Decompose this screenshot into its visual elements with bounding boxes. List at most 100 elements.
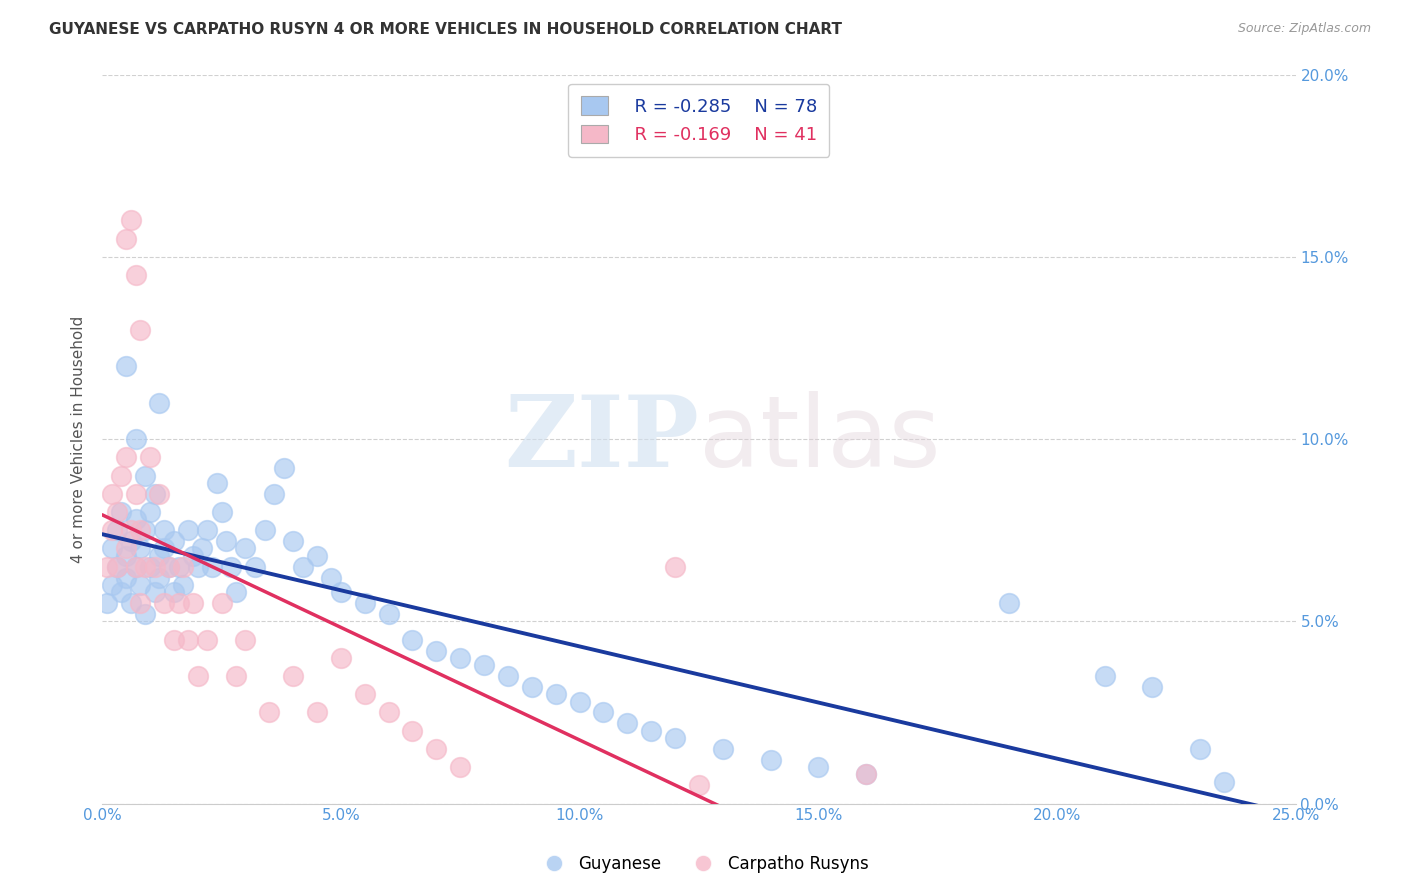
Point [998, 596, 1021, 610]
Point [129, 578, 152, 592]
Point [616, 716, 638, 731]
Point [148, 487, 170, 501]
Point [187, 559, 209, 574]
Point [219, 559, 242, 574]
Point [129, 596, 152, 610]
Point [688, 778, 710, 792]
Point [115, 541, 138, 556]
Point [143, 487, 166, 501]
Point [291, 559, 314, 574]
Point [110, 468, 132, 483]
Point [134, 523, 156, 537]
Point [143, 585, 166, 599]
Point [115, 571, 138, 585]
Point [172, 559, 194, 574]
Point [163, 585, 186, 599]
Point [592, 706, 614, 720]
Point [425, 643, 447, 657]
Point [110, 585, 132, 599]
Point [134, 607, 156, 621]
Point [377, 706, 399, 720]
Point [124, 268, 146, 282]
Point [100, 523, 122, 537]
Point [139, 505, 162, 519]
Point [305, 549, 328, 563]
Point [449, 760, 471, 774]
Y-axis label: 4 or more Vehicles in Household: 4 or more Vehicles in Household [72, 316, 86, 563]
Point [181, 549, 204, 563]
Point [321, 571, 343, 585]
Point [148, 549, 170, 563]
Point [520, 680, 543, 694]
Point [124, 432, 146, 446]
Point [664, 559, 686, 574]
Point [129, 541, 152, 556]
Point [100, 487, 122, 501]
Point [163, 534, 186, 549]
Point [544, 687, 567, 701]
Point [157, 559, 180, 574]
Point [129, 323, 152, 337]
Text: GUYANESE VS CARPATHO RUSYN 4 OR MORE VEHICLES IN HOUSEHOLD CORRELATION CHART: GUYANESE VS CARPATHO RUSYN 4 OR MORE VEH… [49, 22, 842, 37]
Point [253, 523, 276, 537]
Point [105, 523, 128, 537]
Point [148, 395, 170, 409]
Point [96, 559, 118, 574]
Point [259, 706, 281, 720]
Point [855, 767, 877, 781]
Point [1213, 774, 1236, 789]
Point [243, 559, 266, 574]
Point [115, 231, 138, 245]
Point [115, 359, 138, 373]
Point [115, 549, 138, 563]
Point [568, 694, 591, 708]
Point [640, 723, 662, 738]
Point [201, 559, 224, 574]
Point [120, 213, 142, 227]
Point [425, 742, 447, 756]
Legend: Guyanese, Carpatho Rusyns: Guyanese, Carpatho Rusyns [530, 848, 876, 880]
Point [167, 559, 190, 574]
Point [1094, 669, 1116, 683]
Point [124, 559, 146, 574]
Point [177, 523, 200, 537]
Point [377, 607, 399, 621]
Point [181, 596, 204, 610]
Point [153, 523, 176, 537]
Point [105, 559, 128, 574]
Legend:   R = -0.285    N = 78,   R = -0.169    N = 41: R = -0.285 N = 78, R = -0.169 N = 41 [568, 84, 830, 157]
Point [211, 596, 233, 610]
Text: Source: ZipAtlas.com: Source: ZipAtlas.com [1237, 22, 1371, 36]
Point [153, 596, 176, 610]
Point [283, 534, 305, 549]
Point [263, 487, 285, 501]
Point [211, 505, 233, 519]
Point [124, 487, 146, 501]
Point [129, 523, 152, 537]
Point [172, 578, 194, 592]
Text: atlas: atlas [699, 391, 941, 488]
Point [110, 505, 132, 519]
Point [143, 559, 166, 574]
Point [353, 596, 375, 610]
Point [120, 523, 142, 537]
Point [100, 578, 122, 592]
Point [195, 632, 218, 647]
Point [177, 632, 200, 647]
Point [225, 585, 247, 599]
Point [855, 767, 877, 781]
Point [124, 512, 146, 526]
Point [157, 559, 180, 574]
Point [329, 585, 352, 599]
Point [163, 632, 186, 647]
Point [353, 687, 375, 701]
Point [305, 706, 328, 720]
Point [711, 742, 734, 756]
Point [401, 632, 423, 647]
Point [105, 505, 128, 519]
Point [139, 559, 162, 574]
Point [235, 541, 257, 556]
Point [153, 541, 176, 556]
Point [807, 760, 830, 774]
Point [191, 541, 214, 556]
